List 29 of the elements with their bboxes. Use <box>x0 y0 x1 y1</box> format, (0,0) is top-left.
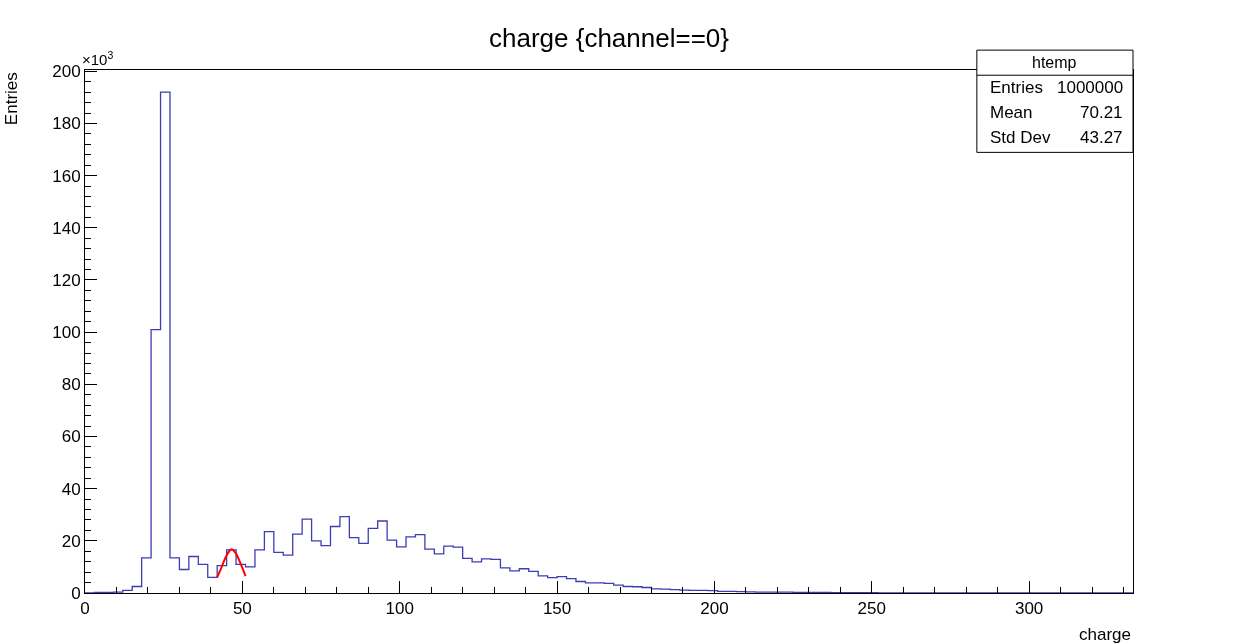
y-tick-label: 20 <box>61 531 81 551</box>
y-tick-label: 40 <box>61 479 81 499</box>
x-tick-label: 100 <box>385 599 414 619</box>
annotation: htemp <box>1032 54 1077 71</box>
x-tick-label: 200 <box>700 599 729 619</box>
chart-title: charge {channel==0} <box>489 23 730 54</box>
annotation: Std Dev <box>990 128 1051 147</box>
x-tick-label: 50 <box>232 599 252 619</box>
line-series <box>216 548 247 579</box>
y-tick-label: 180 <box>52 114 81 134</box>
x-axis-title: charge <box>1079 625 1131 643</box>
y-tick-label: 60 <box>61 427 81 447</box>
x-tick-label: 300 <box>1014 599 1044 619</box>
annotation: 70.21 <box>1080 103 1123 122</box>
text: ×10$^{3}$ <box>82 49 114 69</box>
y-tick-label: 100 <box>52 323 81 343</box>
annotation: Mean <box>990 103 1033 122</box>
x-tick-label: 150 <box>542 599 572 619</box>
y-axis-title: Entries <box>2 72 22 126</box>
annotation: Entries <box>990 78 1043 97</box>
y-tick-label: 80 <box>61 375 81 395</box>
y-tick-label: 200 <box>52 62 81 82</box>
y-tick-label: 140 <box>52 218 81 238</box>
y-tick-label: 160 <box>52 166 81 186</box>
annotation: 43.27 <box>1080 128 1123 147</box>
y-tick-label: 120 <box>52 270 81 290</box>
y-tick-label: 0 <box>71 583 81 603</box>
annotation: 1000000 <box>1057 78 1124 97</box>
x-tick-label: 250 <box>857 599 886 619</box>
